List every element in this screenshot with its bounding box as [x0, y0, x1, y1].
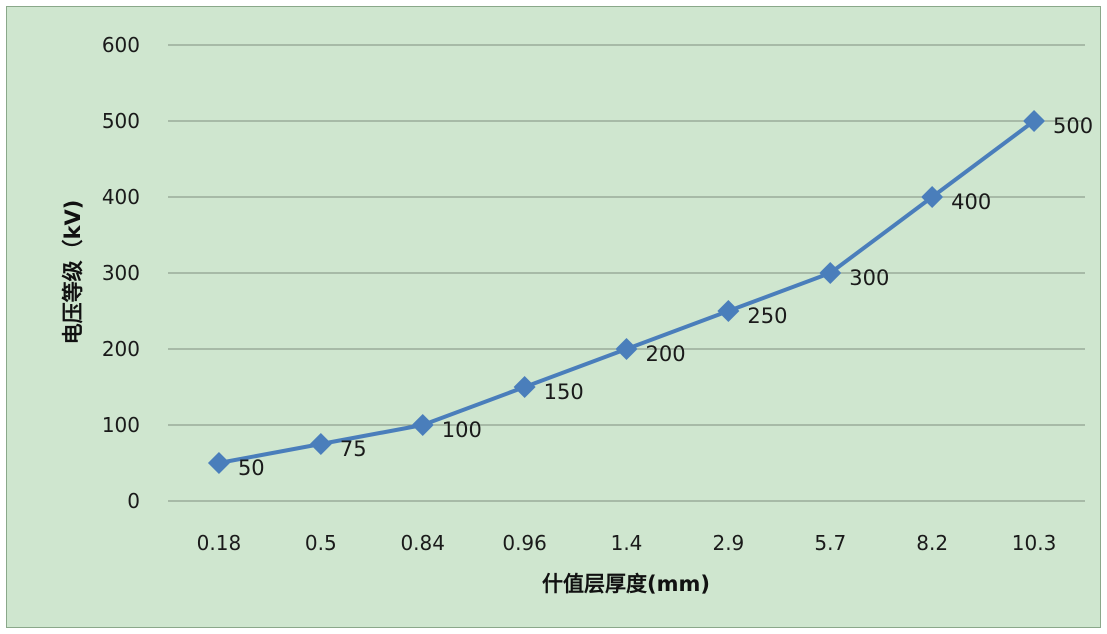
x-tick-label: 2.9: [712, 531, 744, 555]
data-point: [411, 414, 434, 436]
x-tick-label: 5.7: [814, 531, 846, 555]
data-label: 50: [238, 456, 265, 480]
y-tick-label: 500: [102, 109, 140, 133]
y-tick-label: 600: [102, 33, 140, 57]
x-tick-label: 10.3: [1012, 531, 1057, 555]
data-label: 200: [646, 342, 686, 366]
y-tick-label: 100: [102, 413, 140, 437]
data-point: [819, 262, 842, 284]
data-label: 500: [1053, 114, 1093, 138]
x-tick-label: 0.96: [502, 531, 547, 555]
y-axis-ticks: 0 100 200 300 400 500 600: [102, 33, 140, 513]
data-label: 300: [849, 266, 889, 290]
data-point: [921, 186, 944, 208]
data-point: [717, 300, 740, 322]
series-line: [218, 119, 1036, 465]
data-point: [207, 452, 230, 474]
y-tick-label: 400: [102, 185, 140, 209]
y-tick-label: 0: [127, 489, 140, 513]
data-label: 100: [442, 418, 482, 442]
y-tick-label: 200: [102, 337, 140, 361]
gridlines: [168, 44, 1085, 502]
data-label: 75: [340, 437, 367, 461]
y-axis-title: 电压等级（kV): [61, 200, 85, 345]
x-axis-title: 什值层厚度(mm): [542, 572, 710, 596]
data-point: [615, 338, 638, 360]
x-tick-label: 1.4: [611, 531, 643, 555]
data-label: 250: [747, 304, 787, 328]
x-tick-label: 0.18: [197, 531, 242, 555]
x-tick-label: 0.84: [400, 531, 445, 555]
data-point: [1023, 110, 1046, 132]
data-labels: 50 75 100 150 200 250 300 400 500: [238, 114, 1093, 480]
chart-area: [6, 6, 1101, 628]
y-tick-label: 300: [102, 261, 140, 285]
data-label: 150: [544, 380, 584, 404]
data-point: [309, 433, 332, 455]
series: [207, 110, 1046, 474]
x-axis-ticks: 0.18 0.5 0.84 0.96 1.4 2.9 5.7 8.2 10.3: [197, 531, 1057, 555]
x-tick-label: 0.5: [305, 531, 337, 555]
x-tick-label: 8.2: [916, 531, 948, 555]
data-label: 400: [951, 190, 991, 214]
data-point: [513, 376, 536, 398]
